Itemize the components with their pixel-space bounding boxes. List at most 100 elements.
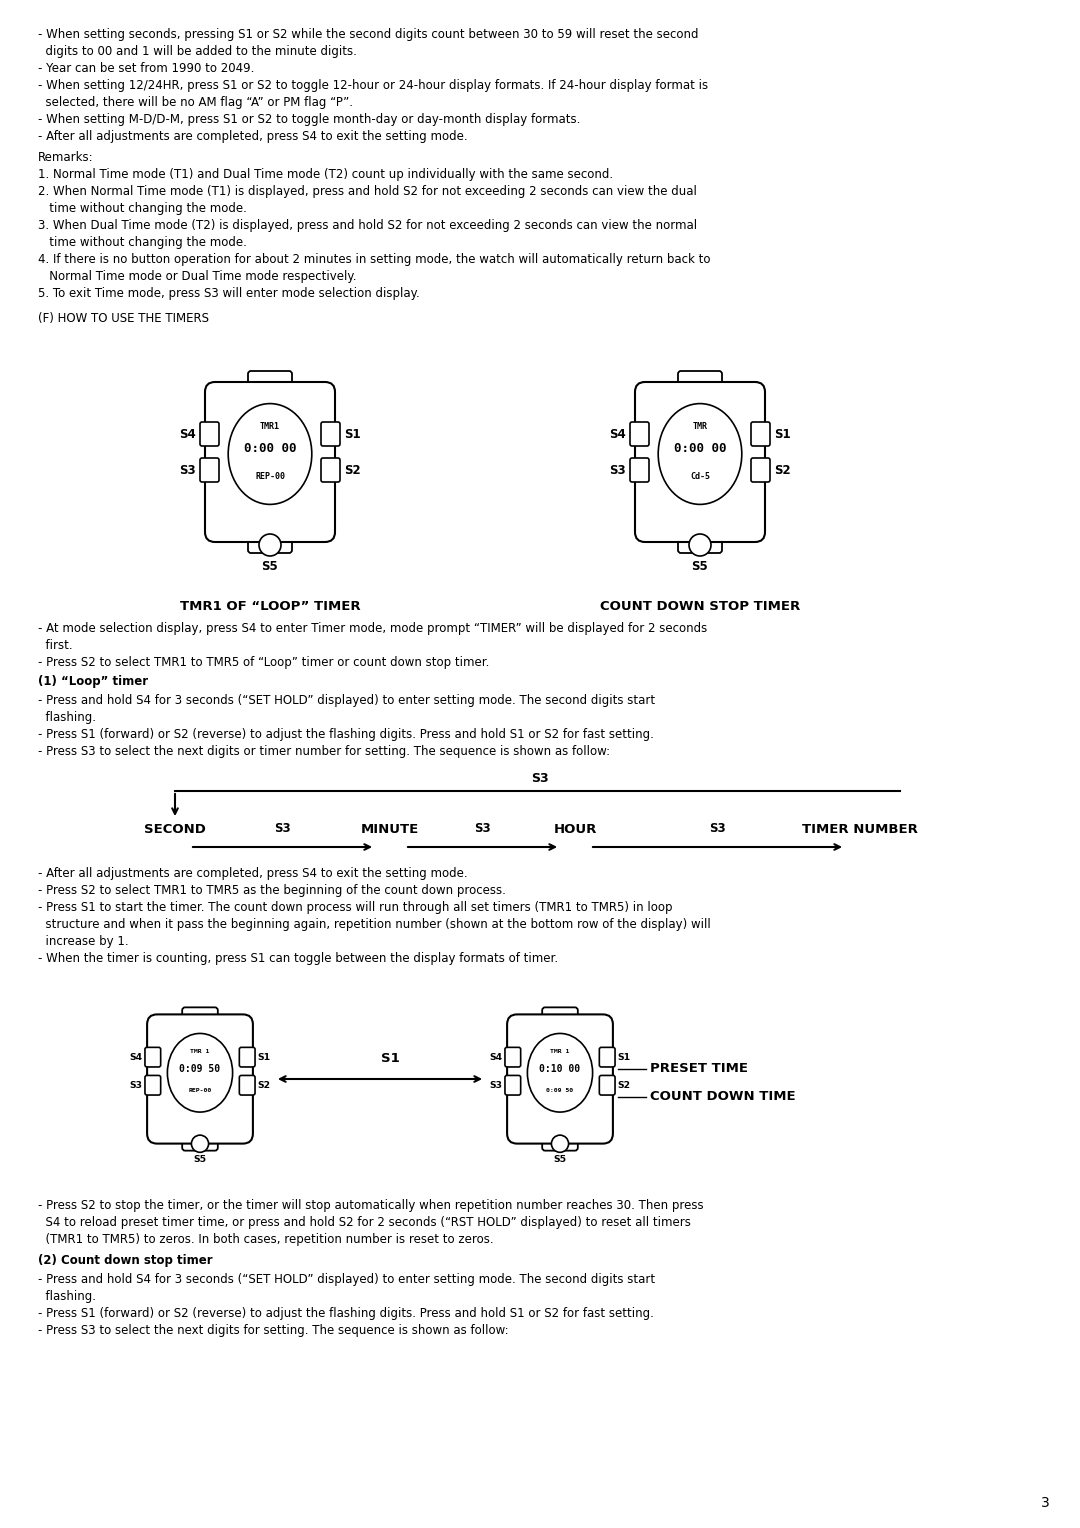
Text: 0:09 50: 0:09 50 (546, 1088, 573, 1093)
Text: - Year can be set from 1990 to 2049.: - Year can be set from 1990 to 2049. (38, 63, 255, 75)
Text: Cd-5: Cd-5 (690, 472, 710, 481)
Text: S1: S1 (618, 1053, 631, 1062)
Text: time without changing the mode.: time without changing the mode. (38, 202, 247, 215)
Text: S4 to reload preset timer time, or press and hold S2 for 2 seconds (“RST HOLD” d: S4 to reload preset timer time, or press… (38, 1216, 691, 1229)
Text: - When the timer is counting, press S1 can toggle between the display formats of: - When the timer is counting, press S1 c… (38, 952, 558, 966)
Text: (F) HOW TO USE THE TIMERS: (F) HOW TO USE THE TIMERS (38, 312, 210, 325)
Text: - After all adjustments are completed, press S4 to exit the setting mode.: - After all adjustments are completed, p… (38, 866, 468, 880)
FancyBboxPatch shape (145, 1076, 161, 1096)
FancyBboxPatch shape (542, 1128, 578, 1151)
Text: S5: S5 (691, 559, 708, 573)
Text: 1. Normal Time mode (T1) and Dual Time mode (T2) count up individually with the : 1. Normal Time mode (T1) and Dual Time m… (38, 168, 613, 180)
Text: - Press S1 (forward) or S2 (reverse) to adjust the flashing digits. Press and ho: - Press S1 (forward) or S2 (reverse) to … (38, 1306, 653, 1320)
Text: 3. When Dual Time mode (T2) is displayed, press and hold S2 for not exceeding 2 : 3. When Dual Time mode (T2) is displayed… (38, 219, 697, 232)
FancyBboxPatch shape (240, 1076, 255, 1096)
Text: - Press S2 to select TMR1 to TMR5 of “Loop” timer or count down stop timer.: - Press S2 to select TMR1 to TMR5 of “Lo… (38, 656, 489, 669)
Text: S3: S3 (179, 463, 195, 477)
Text: TMR1: TMR1 (260, 422, 280, 431)
Text: Remarks:: Remarks: (38, 151, 94, 163)
Text: S2: S2 (345, 463, 361, 477)
Circle shape (689, 533, 711, 556)
Text: TMR 1: TMR 1 (551, 1050, 569, 1054)
Ellipse shape (228, 403, 312, 504)
FancyBboxPatch shape (599, 1047, 615, 1067)
FancyBboxPatch shape (508, 1015, 613, 1143)
Text: 2. When Normal Time mode (T1) is displayed, press and hold S2 for not exceeding : 2. When Normal Time mode (T1) is display… (38, 185, 697, 199)
FancyBboxPatch shape (200, 458, 219, 481)
Text: Normal Time mode or Dual Time mode respectively.: Normal Time mode or Dual Time mode respe… (38, 270, 356, 283)
Text: S3: S3 (130, 1080, 143, 1089)
Text: S2: S2 (258, 1080, 271, 1089)
Ellipse shape (527, 1033, 593, 1112)
Text: increase by 1.: increase by 1. (38, 935, 129, 947)
FancyBboxPatch shape (678, 526, 723, 553)
Text: 0:09 50: 0:09 50 (179, 1063, 220, 1074)
Text: COUNT DOWN TIME: COUNT DOWN TIME (650, 1091, 796, 1103)
Text: S4: S4 (179, 428, 195, 440)
Text: S4: S4 (489, 1053, 502, 1062)
Text: PRESET TIME: PRESET TIME (650, 1062, 748, 1076)
Text: 3: 3 (1041, 1496, 1050, 1510)
FancyBboxPatch shape (630, 458, 649, 481)
Text: - At mode selection display, press S4 to enter Timer mode, mode prompt “TIMER” w: - At mode selection display, press S4 to… (38, 622, 707, 636)
Text: REP-00: REP-00 (188, 1088, 212, 1093)
Text: REP-00: REP-00 (255, 472, 285, 481)
FancyBboxPatch shape (542, 1007, 578, 1030)
Text: - Press and hold S4 for 3 seconds (“SET HOLD” displayed) to enter setting mode. : - Press and hold S4 for 3 seconds (“SET … (38, 694, 656, 707)
Text: flashing.: flashing. (38, 711, 96, 724)
FancyBboxPatch shape (145, 1047, 161, 1067)
FancyBboxPatch shape (505, 1076, 521, 1096)
Text: S3: S3 (609, 463, 626, 477)
Text: first.: first. (38, 639, 72, 652)
Text: TMR 1: TMR 1 (190, 1050, 210, 1054)
Text: S3: S3 (531, 772, 549, 785)
FancyBboxPatch shape (248, 526, 292, 553)
Text: 0:10 00: 0:10 00 (539, 1063, 581, 1074)
Text: digits to 00 and 1 will be added to the minute digits.: digits to 00 and 1 will be added to the … (38, 44, 356, 58)
Text: 0:00 00: 0:00 00 (674, 443, 726, 455)
FancyBboxPatch shape (147, 1015, 253, 1143)
FancyBboxPatch shape (321, 422, 340, 446)
Text: - Press and hold S4 for 3 seconds (“SET HOLD” displayed) to enter setting mode. : - Press and hold S4 for 3 seconds (“SET … (38, 1273, 656, 1287)
Text: 0:00 00: 0:00 00 (244, 443, 296, 455)
FancyBboxPatch shape (505, 1047, 521, 1067)
Ellipse shape (658, 403, 742, 504)
Ellipse shape (167, 1033, 232, 1112)
Text: S4: S4 (609, 428, 626, 440)
FancyBboxPatch shape (183, 1128, 218, 1151)
Text: (2) Count down stop timer: (2) Count down stop timer (38, 1254, 213, 1267)
Circle shape (191, 1135, 208, 1152)
Text: - Press S1 to start the timer. The count down process will run through all set t: - Press S1 to start the timer. The count… (38, 902, 673, 914)
Text: - Press S3 to select the next digits for setting. The sequence is shown as follo: - Press S3 to select the next digits for… (38, 1323, 509, 1337)
Text: - When setting M-D/D-M, press S1 or S2 to toggle month-day or day-month display : - When setting M-D/D-M, press S1 or S2 t… (38, 113, 580, 125)
Circle shape (552, 1135, 568, 1152)
Text: HOUR: HOUR (553, 824, 596, 836)
FancyBboxPatch shape (321, 458, 340, 481)
Circle shape (259, 533, 281, 556)
Text: flashing.: flashing. (38, 1290, 96, 1303)
Text: S3: S3 (474, 822, 490, 834)
FancyBboxPatch shape (678, 371, 723, 399)
FancyBboxPatch shape (200, 422, 219, 446)
Text: S1: S1 (258, 1053, 271, 1062)
Text: 4. If there is no button operation for about 2 minutes in setting mode, the watc: 4. If there is no button operation for a… (38, 254, 711, 266)
FancyBboxPatch shape (183, 1007, 218, 1030)
Text: - Press S3 to select the next digits or timer number for setting. The sequence i: - Press S3 to select the next digits or … (38, 746, 610, 758)
Text: TMR: TMR (692, 422, 707, 431)
Text: S4: S4 (130, 1053, 143, 1062)
FancyBboxPatch shape (599, 1076, 615, 1096)
Text: - When setting 12/24HR, press S1 or S2 to toggle 12-hour or 24-hour display form: - When setting 12/24HR, press S1 or S2 t… (38, 79, 708, 92)
Text: (TMR1 to TMR5) to zeros. In both cases, repetition number is reset to zeros.: (TMR1 to TMR5) to zeros. In both cases, … (38, 1233, 494, 1245)
Text: SECOND: SECOND (144, 824, 206, 836)
Text: S3: S3 (489, 1080, 502, 1089)
Text: - When setting seconds, pressing S1 or S2 while the second digits count between : - When setting seconds, pressing S1 or S… (38, 28, 699, 41)
Text: COUNT DOWN STOP TIMER: COUNT DOWN STOP TIMER (599, 601, 800, 613)
Text: 5. To exit Time mode, press S3 will enter mode selection display.: 5. To exit Time mode, press S3 will ente… (38, 287, 420, 299)
Text: MINUTE: MINUTE (361, 824, 419, 836)
Text: S1: S1 (380, 1051, 400, 1065)
Text: S2: S2 (774, 463, 791, 477)
FancyBboxPatch shape (240, 1047, 255, 1067)
Text: S5: S5 (193, 1155, 206, 1164)
Text: - Press S2 to select TMR1 to TMR5 as the beginning of the count down process.: - Press S2 to select TMR1 to TMR5 as the… (38, 885, 505, 897)
Text: S5: S5 (261, 559, 279, 573)
